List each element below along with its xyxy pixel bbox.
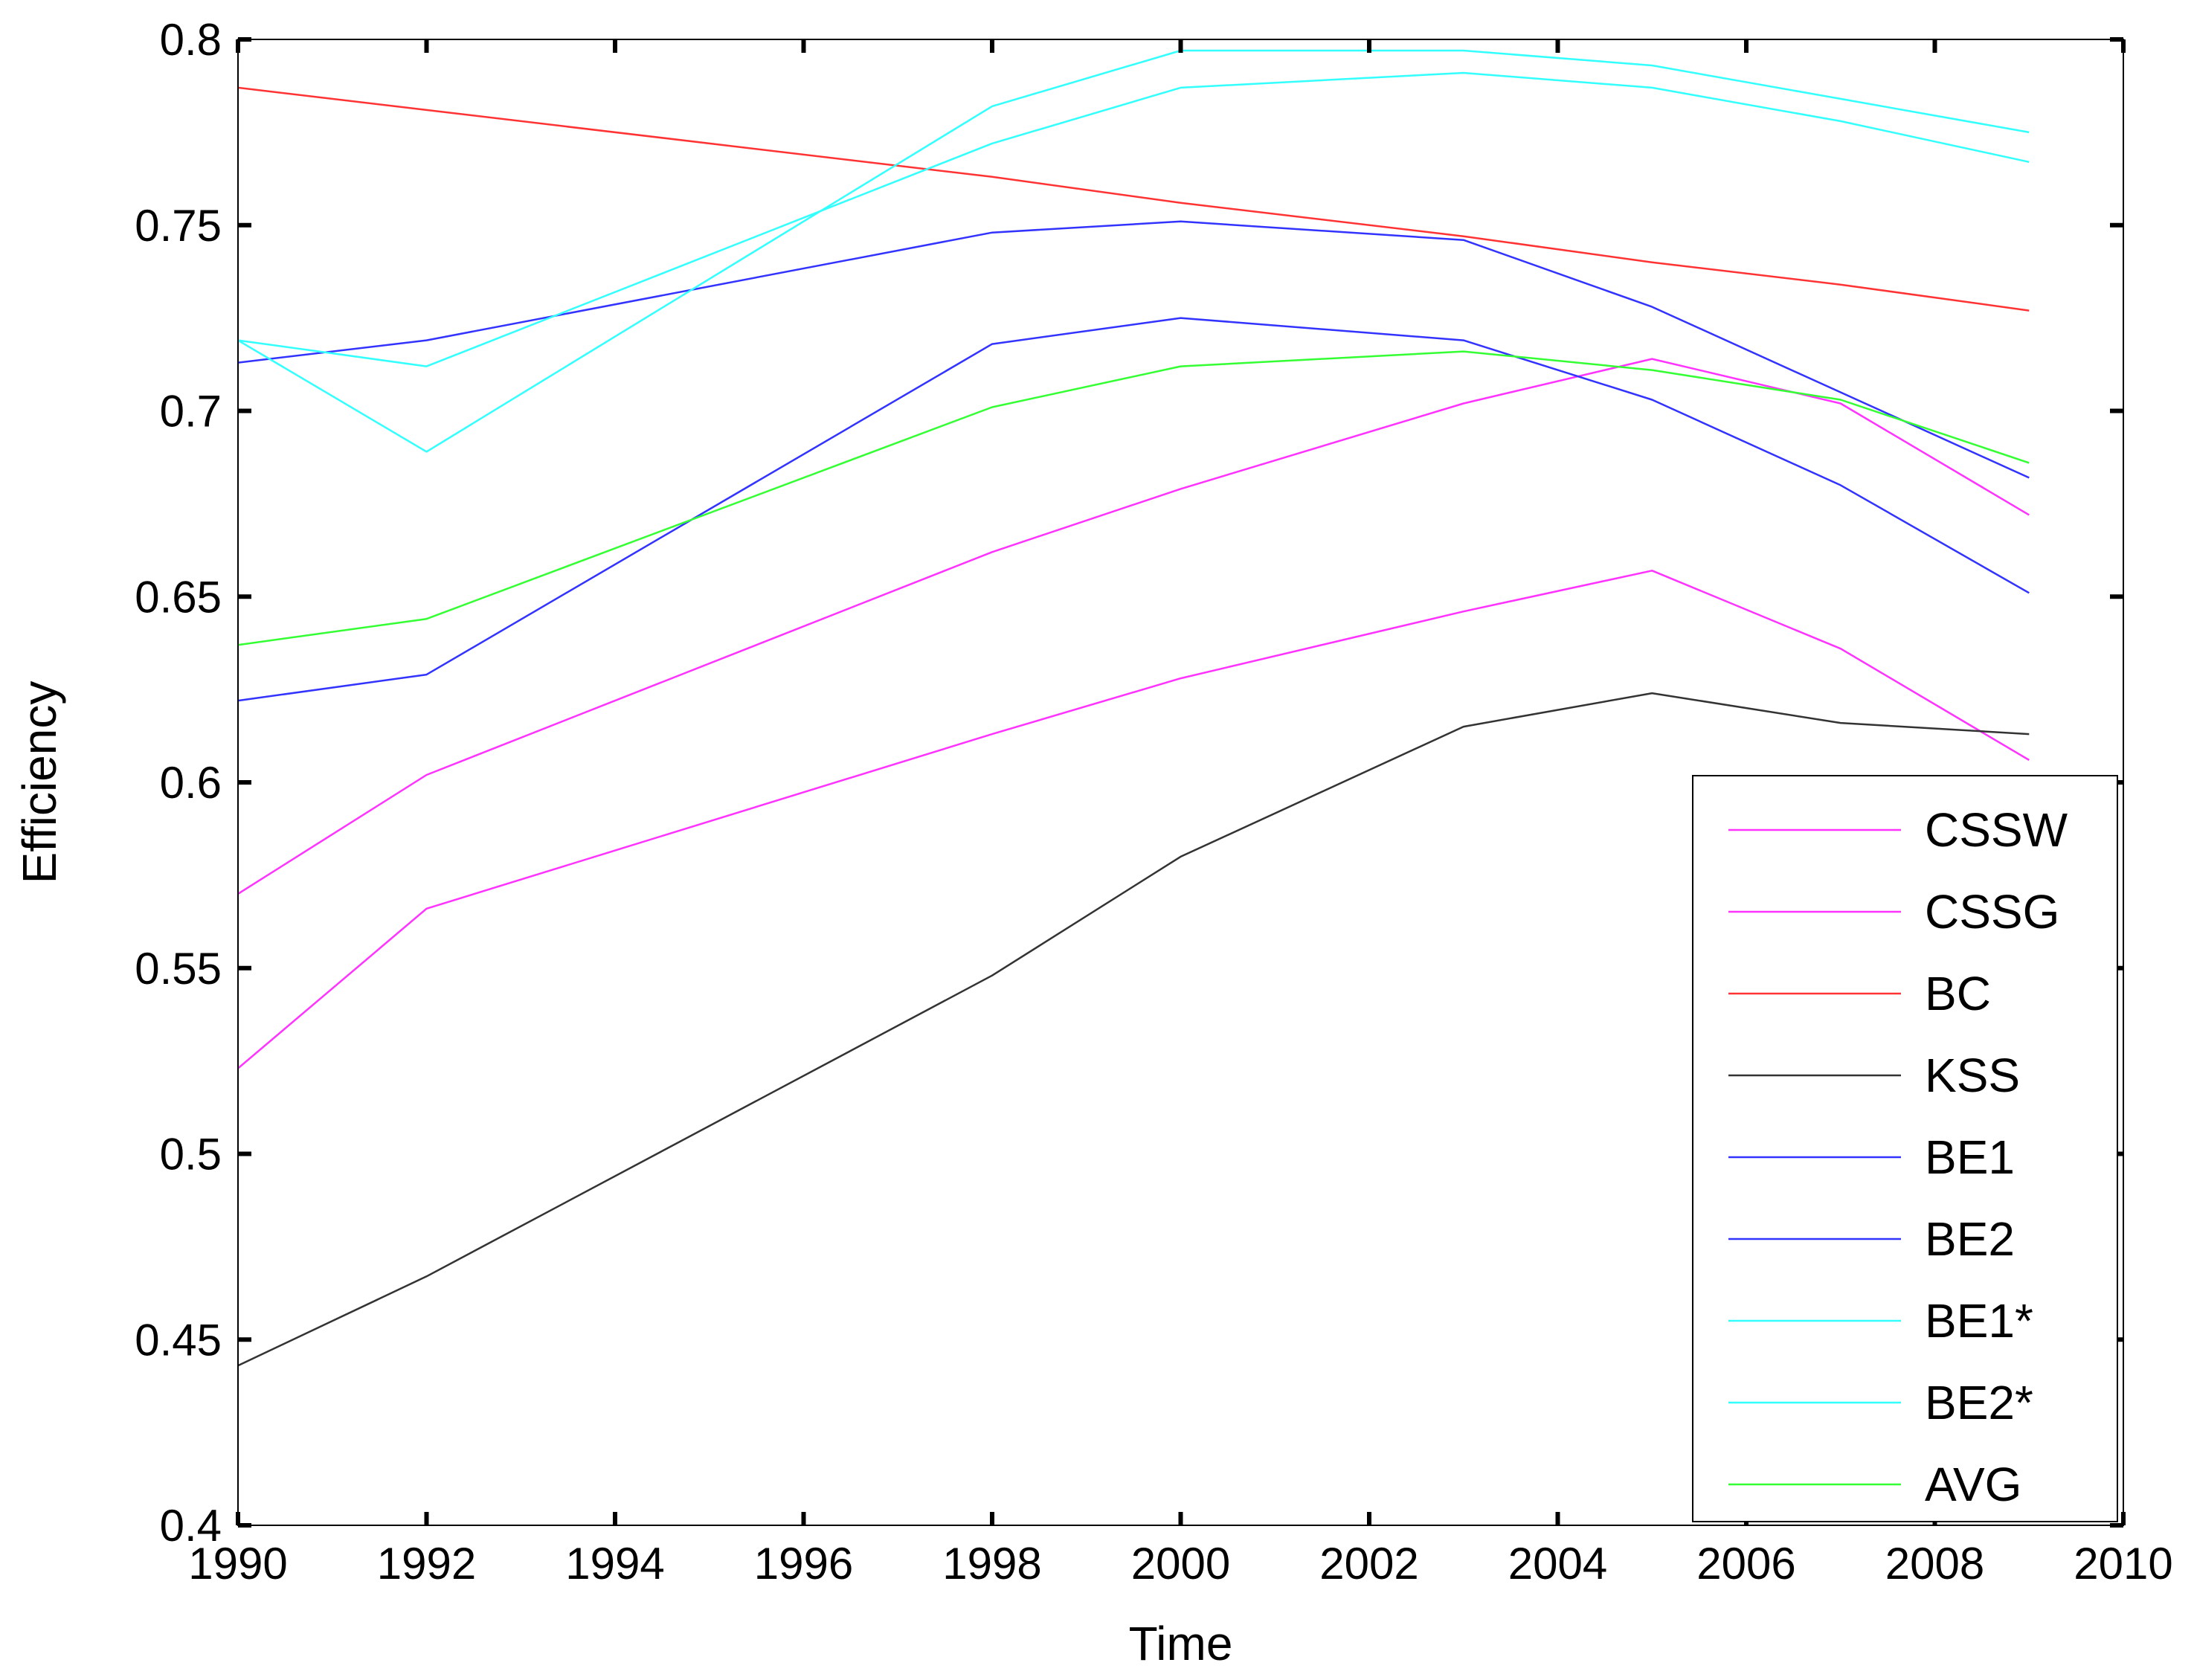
y-tick-labels: 0.4 0.45 0.5 0.55 0.6 0.65 0.7 0.75 0.8 <box>135 15 222 1551</box>
y-tick-label: 0.5 <box>160 1130 222 1179</box>
series-line-avg <box>237 350 2030 646</box>
legend: CSSW CSSG BC KSS BE1 BE2 BE1* BE2* AVG <box>1692 775 2118 1522</box>
x-tick-label: 2000 <box>1131 1539 1230 1589</box>
y-tick-label: 0.8 <box>160 15 222 65</box>
y-tick-label: 0.75 <box>135 201 222 251</box>
x-tick-label: 2008 <box>1885 1539 1984 1589</box>
y-axis-label: Efficiency <box>13 681 66 884</box>
y-tick-label: 0.7 <box>160 387 222 437</box>
x-tick-label: 2010 <box>2074 1539 2172 1589</box>
x-tick-label: 2002 <box>1319 1539 1418 1589</box>
legend-label: CSSG <box>1925 885 2059 939</box>
x-tick-label: 1998 <box>942 1539 1041 1589</box>
x-axis-label: Time <box>1129 1617 1233 1670</box>
x-tick-label: 2004 <box>1508 1539 1607 1589</box>
series-line-bc <box>237 86 2030 312</box>
series-line-cssw <box>237 358 2030 895</box>
x-tick-label: 1992 <box>377 1539 476 1589</box>
x-tick-label: 1990 <box>188 1539 287 1589</box>
legend-label: CSSW <box>1925 803 2068 857</box>
x-tick-labels: 1990 1992 1994 1996 1998 2000 2002 2004 2006 2008… <box>188 1539 2172 1589</box>
series-line-kss <box>237 692 2030 1367</box>
x-tick-label: 1996 <box>754 1539 853 1589</box>
legend-label: BC <box>1925 967 1991 1020</box>
legend-items: CSSW CSSG BC KSS BE1 BE2 BE1* BE2* AVG <box>1728 803 2068 1511</box>
series-line-be1 <box>237 220 2030 479</box>
series-line-cssg <box>237 570 2030 1069</box>
series-line-be1-star <box>237 49 2030 453</box>
y-tick-label: 0.4 <box>160 1501 222 1551</box>
legend-label: AVG <box>1925 1458 2021 1511</box>
y-tick-label: 0.45 <box>135 1315 222 1365</box>
series-line-be2 <box>237 317 2030 702</box>
legend-label: KSS <box>1925 1049 2020 1102</box>
legend-label: BE2 <box>1925 1212 2015 1266</box>
y-tick-label: 0.6 <box>160 758 222 808</box>
series-line-be2-star <box>237 71 2030 367</box>
legend-label: BE1 <box>1925 1130 2015 1184</box>
y-tick-label: 0.65 <box>135 572 222 622</box>
legend-box <box>1692 775 2118 1522</box>
x-tick-label: 1994 <box>565 1539 664 1589</box>
legend-label: BE1* <box>1925 1294 2033 1348</box>
y-tick-label: 0.55 <box>135 944 222 994</box>
series-layer <box>237 49 2030 1367</box>
x-tick-label: 2006 <box>1696 1539 1795 1589</box>
legend-label: BE2* <box>1925 1376 2033 1429</box>
